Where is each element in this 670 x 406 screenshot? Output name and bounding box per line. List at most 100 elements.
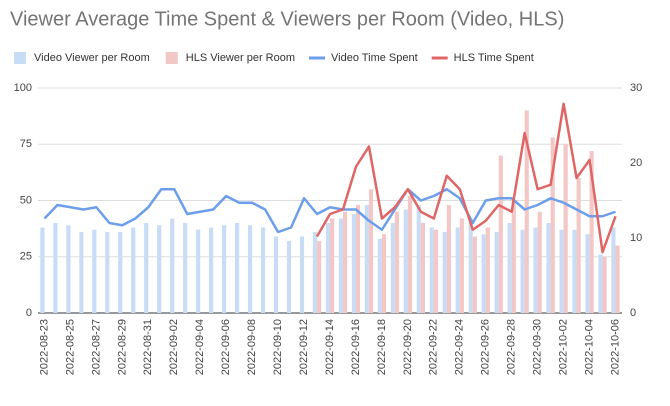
bar	[598, 254, 603, 313]
bar	[550, 137, 555, 313]
bar	[481, 234, 486, 313]
legend-swatch	[14, 52, 26, 64]
bar	[559, 229, 564, 313]
x-tick-label: 2022-09-18	[376, 319, 388, 375]
bar	[53, 223, 58, 313]
x-tick-label: 2022-08-25	[64, 319, 76, 375]
legend-label: HLS Viewer per Room	[186, 52, 295, 64]
y-tick-label: 0	[26, 307, 32, 319]
x-tick-label: 2022-08-23	[38, 319, 50, 375]
y-tick-label: 25	[20, 251, 32, 263]
bar	[429, 227, 434, 313]
x-tick-label: 2022-09-12	[298, 319, 310, 375]
x-tick-label: 2022-09-04	[194, 319, 206, 375]
bar	[498, 155, 503, 313]
bar	[317, 241, 322, 313]
bar	[286, 241, 292, 313]
y2-tick-label: 30	[630, 82, 642, 94]
bar	[368, 189, 374, 313]
bar	[105, 232, 110, 313]
bar	[420, 223, 425, 313]
bar	[40, 227, 45, 313]
y-tick-label: 50	[20, 194, 32, 206]
bar	[260, 227, 266, 313]
y-tick-label: 100	[14, 82, 32, 94]
x-tick-label: 2022-08-31	[142, 319, 154, 375]
x-tick-label: 2022-09-22	[428, 319, 440, 375]
bar	[394, 211, 400, 313]
legend-label: HLS Time Spent	[454, 52, 534, 64]
bar	[364, 205, 369, 313]
bar	[299, 236, 305, 313]
x-tick-label: 2022-10-06	[609, 319, 621, 375]
bar	[131, 227, 136, 313]
bar	[507, 223, 512, 313]
bar	[485, 227, 490, 313]
bar	[589, 151, 594, 313]
bar	[611, 227, 616, 313]
x-tick-label: 2022-08-27	[90, 319, 102, 375]
bar	[585, 234, 590, 313]
x-tick-label: 2022-09-10	[272, 319, 284, 375]
bar	[455, 227, 460, 313]
x-tick-label: 2022-09-26	[480, 319, 492, 375]
bar	[377, 238, 382, 313]
x-tick-label: 2022-09-28	[506, 319, 518, 375]
bar	[416, 205, 421, 313]
legend-label: Video Time Spent	[331, 52, 418, 64]
bar	[144, 223, 149, 313]
bar	[330, 218, 335, 313]
line	[315, 102, 617, 254]
bar	[468, 218, 473, 313]
bar	[235, 223, 240, 313]
bar	[403, 209, 408, 313]
bar	[390, 223, 395, 313]
bar	[273, 236, 279, 313]
bar	[433, 229, 438, 313]
bar	[546, 223, 551, 313]
bar	[118, 232, 123, 313]
bar	[196, 229, 201, 313]
bar	[459, 218, 464, 313]
bar	[157, 225, 162, 313]
bar	[209, 227, 214, 313]
bar	[183, 223, 188, 313]
y-tick-label: 75	[20, 138, 32, 150]
bar	[79, 232, 84, 313]
bar	[381, 234, 387, 313]
x-tick-label: 2022-09-06	[220, 319, 232, 375]
bar	[524, 110, 529, 313]
bar	[355, 205, 361, 313]
bar	[615, 245, 620, 313]
bar	[563, 144, 568, 313]
legend-swatch	[165, 52, 178, 64]
bar	[533, 227, 538, 313]
x-tick-label: 2022-09-08	[246, 319, 258, 375]
x-tick-label: 2022-09-30	[532, 319, 544, 375]
bar	[66, 225, 71, 313]
bar	[576, 178, 581, 313]
chart-title: Viewer Average Time Spent & Viewers per …	[10, 8, 564, 30]
x-tick-label: 2022-09-02	[168, 319, 180, 375]
bar	[247, 225, 253, 313]
x-tick-label: 2022-09-24	[454, 319, 466, 375]
bar	[537, 211, 542, 313]
bar	[446, 205, 451, 313]
x-tick-label: 2022-09-14	[324, 319, 336, 375]
y2-tick-label: 10	[630, 232, 642, 244]
bar	[312, 232, 318, 313]
x-tick-label: 2022-10-04	[583, 319, 595, 375]
bar	[572, 229, 577, 313]
bar	[222, 225, 227, 313]
bar	[170, 218, 175, 313]
y2-tick-label: 0	[630, 307, 636, 319]
bar	[407, 196, 413, 313]
bar	[472, 236, 477, 313]
bar	[338, 218, 343, 313]
bar	[342, 211, 348, 313]
x-tick-label: 2022-10-02	[558, 319, 570, 375]
x-tick-label: 2022-09-16	[350, 319, 362, 375]
bar	[351, 214, 356, 313]
x-tick-label: 2022-09-20	[402, 319, 414, 375]
